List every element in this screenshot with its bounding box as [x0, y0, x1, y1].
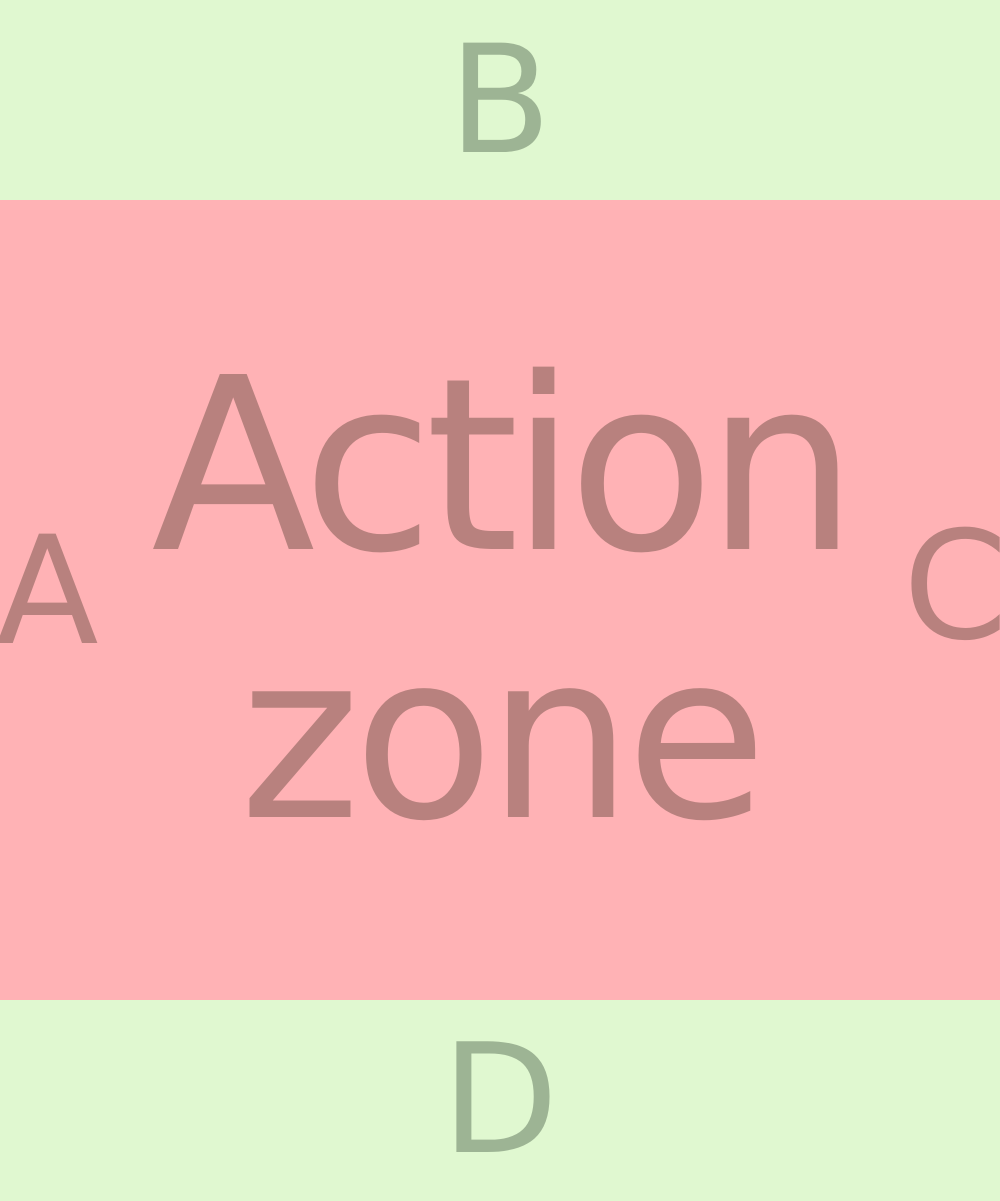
zone-label-a: A: [0, 505, 99, 679]
zone-label-b: B: [448, 14, 552, 188]
action-zone-title-line1: Action: [151, 326, 858, 606]
zone-label-c: C: [903, 500, 1000, 674]
action-zone: A C Action zone: [0, 200, 1000, 1000]
top-zone: B: [0, 0, 1000, 200]
zone-label-d: D: [441, 1011, 559, 1188]
action-zone-title-line2: zone: [239, 605, 768, 872]
bottom-zone: D: [0, 1000, 1000, 1201]
